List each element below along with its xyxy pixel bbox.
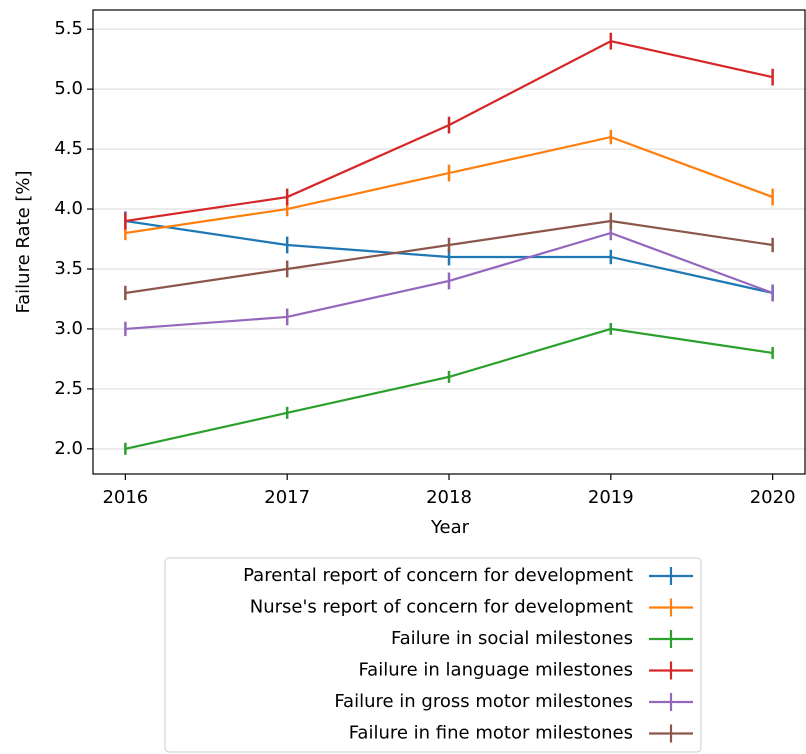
y-tick-label: 2.5 bbox=[54, 378, 83, 399]
y-tick-label: 3.5 bbox=[54, 258, 83, 279]
x-tick-label: 2017 bbox=[264, 487, 310, 508]
y-axis-label: Failure Rate [%] bbox=[13, 170, 34, 313]
legend-label: Parental report of concern for developme… bbox=[243, 565, 633, 586]
legend-box bbox=[164, 557, 702, 753]
x-tick-label: 2016 bbox=[102, 487, 148, 508]
series-line bbox=[125, 135, 774, 235]
x-axis-label: Year bbox=[430, 517, 470, 538]
y-tick-label: 3.0 bbox=[54, 318, 83, 339]
y-tick-label: 4.5 bbox=[54, 138, 83, 159]
legend-label: Failure in social milestones bbox=[391, 628, 633, 649]
y-tick-label: 2.0 bbox=[54, 438, 83, 459]
y-tick-label: 5.5 bbox=[54, 18, 83, 39]
x-tick-label: 2020 bbox=[750, 487, 796, 508]
x-tick-label: 2018 bbox=[426, 487, 472, 508]
plot-frame bbox=[92, 9, 806, 475]
legend-label: Nurse's report of concern for developmen… bbox=[250, 597, 633, 618]
y-tick-label: 5.0 bbox=[54, 78, 83, 99]
legend-label: Failure in fine motor milestones bbox=[349, 723, 633, 744]
y-tick-label: 4.0 bbox=[54, 198, 83, 219]
legend-label: Failure in language milestones bbox=[358, 660, 633, 681]
legend-label: Failure in gross motor milestones bbox=[334, 691, 633, 712]
x-tick-label: 2019 bbox=[588, 487, 634, 508]
